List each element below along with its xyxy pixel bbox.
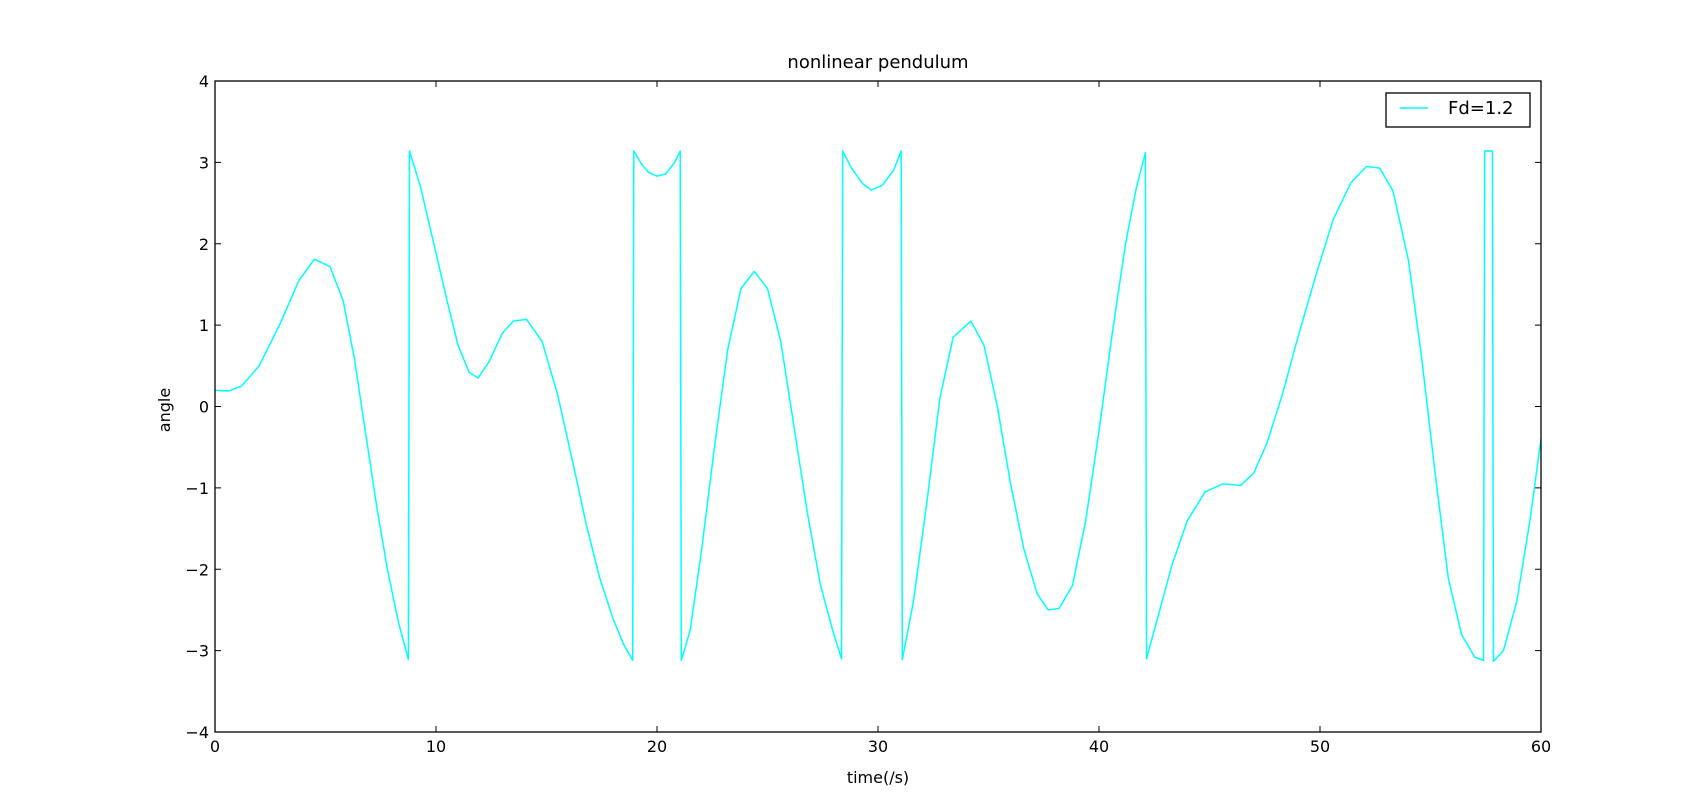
legend: Fd=1.2 — [1385, 92, 1531, 128]
x-tick-label: 0 — [210, 737, 220, 756]
legend-label: Fd=1.2 — [1448, 98, 1514, 119]
x-tick-label: 30 — [868, 737, 888, 756]
x-tick-label: 60 — [1531, 737, 1551, 756]
y-tick-label: −2 — [185, 560, 209, 579]
series-layer — [214, 150, 1542, 662]
y-tick-label: −1 — [185, 479, 209, 498]
legend-box — [1385, 92, 1531, 128]
y-tick-label: 3 — [199, 153, 209, 172]
y-tick-label: 4 — [199, 72, 209, 91]
y-axis-label: angle — [155, 388, 174, 432]
y-tick-label: −3 — [185, 642, 209, 661]
y-tick-label: 0 — [199, 398, 209, 417]
series-line — [214, 150, 1542, 662]
y-tick-label: 2 — [199, 235, 209, 254]
x-axis-label: time(/s) — [847, 768, 909, 787]
y-tick-label: −4 — [185, 723, 209, 742]
x-tick-label: 20 — [647, 737, 667, 756]
y-tick-label: 1 — [199, 316, 209, 335]
chart-title: nonlinear pendulum — [787, 52, 968, 73]
x-tick-label: 50 — [1310, 737, 1330, 756]
x-tick-label: 10 — [426, 737, 446, 756]
x-tick-label: 40 — [1089, 737, 1109, 756]
plot-frame — [214, 80, 1542, 733]
axis-ticks: 0 10 20 30 40 50 60 −4 −3 −2 −1 0 1 2 3 4 — [185, 72, 1551, 756]
